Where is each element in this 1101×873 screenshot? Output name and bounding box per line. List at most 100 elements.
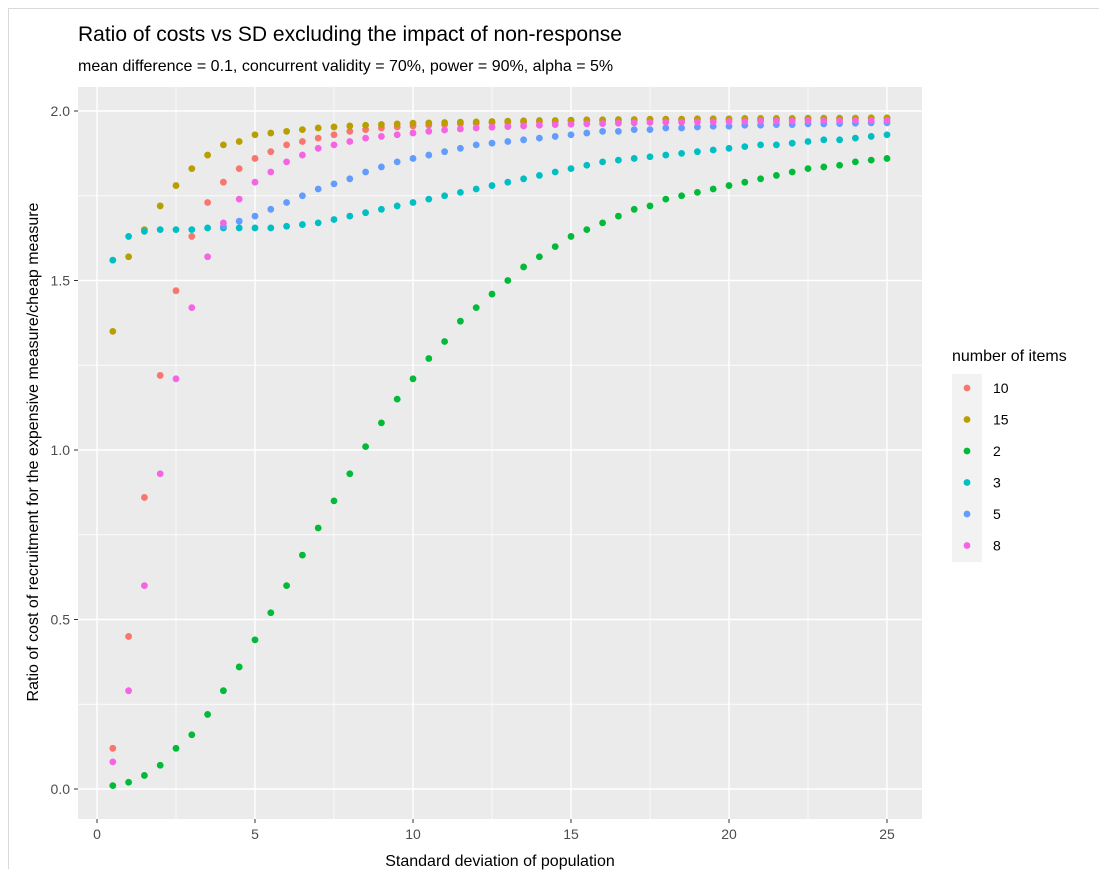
data-point [267,224,275,232]
data-point [314,219,322,227]
data-point [788,139,796,147]
data-point [757,141,764,149]
data-point [757,175,764,183]
data-point [425,355,433,362]
data-point [267,168,275,176]
data-point [472,118,480,126]
data-point [615,156,622,164]
legend-title: number of items [952,348,1067,365]
data-point [646,153,654,161]
data-point [393,120,401,128]
data-point [109,327,117,335]
data-point [709,185,717,193]
data-point [409,129,417,137]
data-point [346,470,354,478]
data-point [820,163,828,171]
data-point [646,119,654,126]
data-point [567,165,575,173]
data-point [362,134,369,142]
data-point [235,165,243,173]
data-point [330,497,338,505]
data-points [109,114,891,790]
data-point [425,127,433,135]
data-point [472,124,480,132]
legend-key-10 [963,384,971,392]
data-point [725,144,733,152]
y-tick-label: 2.0 [51,103,71,119]
data-point [362,121,369,129]
data-point [235,224,243,232]
x-axis-title: Standard deviation of population [385,853,615,870]
data-point [330,131,338,139]
data-point [156,226,164,234]
data-point [883,117,891,124]
x-tick-label: 10 [405,826,421,842]
data-point [678,149,685,157]
data-point [583,226,591,234]
data-point [820,117,828,125]
data-point [299,126,306,134]
data-point [125,253,132,261]
data-point [314,134,322,142]
data-point [251,212,259,220]
data-point [441,126,448,134]
y-tick-label: 1.5 [51,273,71,289]
data-point [599,219,606,227]
data-point [378,163,385,171]
data-point [235,217,243,225]
data-point [694,118,701,126]
data-point [346,212,354,220]
legend-label-5: 5 [993,506,1001,522]
data-point [314,185,322,193]
data-point [409,155,417,162]
data-point [393,131,401,139]
x-tick-label: 25 [879,826,895,842]
data-point [393,395,401,403]
data-point [804,165,812,173]
chart-frame [8,8,1099,869]
series-5 [220,119,891,230]
data-point [125,687,132,695]
data-point [567,120,575,128]
data-point [457,118,464,126]
data-point [156,202,164,210]
data-point [188,226,196,234]
data-point [520,175,527,183]
data-point [852,117,859,124]
data-point [251,155,259,162]
data-point [125,778,132,786]
data-point [314,124,322,132]
data-point [314,144,322,152]
data-point [299,151,306,159]
y-axis-title: Ratio of cost of recruitment for the exp… [25,202,42,701]
series-8 [109,117,891,766]
data-point [156,761,164,769]
data-point [662,151,670,159]
data-point [441,148,448,156]
legend-label-2: 2 [993,443,1001,459]
data-point [788,117,796,125]
data-point [251,131,259,139]
legend-label-10: 10 [993,380,1009,396]
plot-panel [78,87,922,819]
data-point [125,633,132,640]
data-point [109,256,117,264]
data-point [725,182,733,189]
data-point [362,443,369,451]
data-point [709,146,717,154]
x-tick-label: 5 [251,826,259,842]
data-point [504,277,512,284]
data-point [520,263,527,271]
data-point [757,117,764,125]
data-point [694,148,701,156]
data-point [836,136,843,144]
data-point [220,219,227,227]
data-point [709,118,717,126]
data-point [283,222,290,230]
data-point [567,131,575,139]
data-point [551,243,559,251]
data-point [488,290,496,298]
data-point [773,117,780,125]
data-point [536,172,543,179]
